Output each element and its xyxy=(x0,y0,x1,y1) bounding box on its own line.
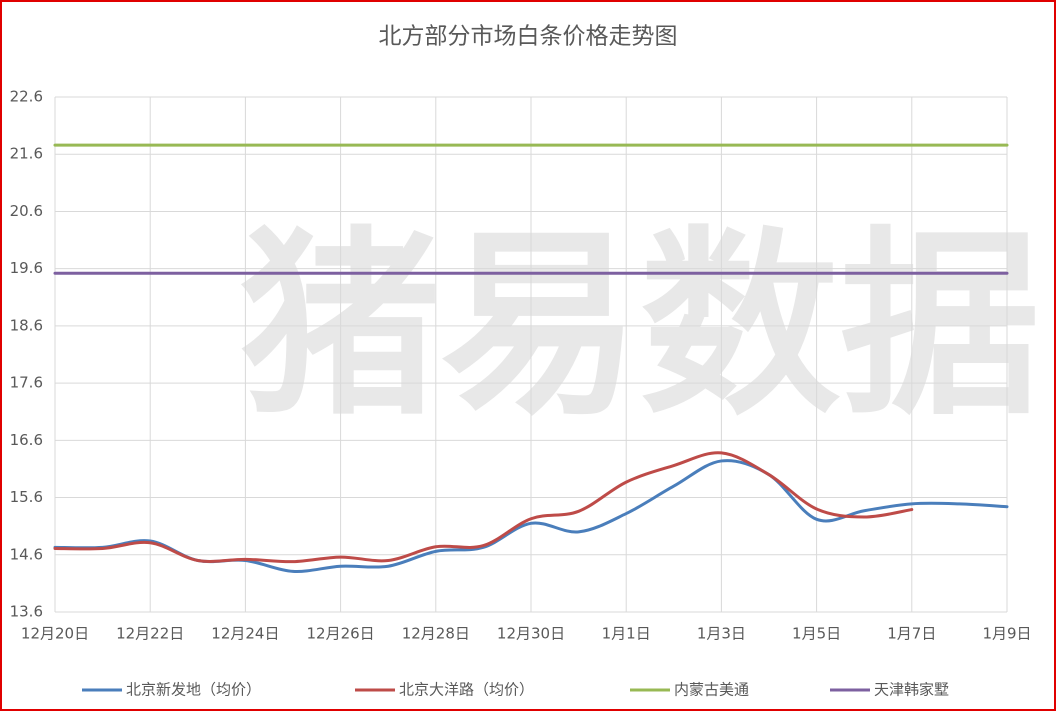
legend-label: 北京新发地（均价） xyxy=(126,681,261,699)
y-tick-label: 18.6 xyxy=(10,316,43,334)
x-tick-label: 1月7日 xyxy=(887,625,936,643)
y-tick-label: 17.6 xyxy=(10,374,43,392)
x-tick-label: 1月3日 xyxy=(697,625,746,643)
x-tick-label: 12月26日 xyxy=(307,625,375,643)
legend-label: 内蒙古美通 xyxy=(674,681,749,699)
y-tick-label: 16.6 xyxy=(10,431,43,449)
y-tick-label: 21.6 xyxy=(10,145,43,163)
legend-label: 北京大洋路（均价） xyxy=(399,681,534,699)
x-tick-label: 1月5日 xyxy=(792,625,841,643)
y-tick-label: 13.6 xyxy=(10,603,43,621)
x-tick-label: 1月9日 xyxy=(982,625,1031,643)
y-tick-label: 14.6 xyxy=(10,545,43,563)
y-tick-label: 22.6 xyxy=(10,88,43,106)
chart-title: 北方部分市场白条价格走势图 xyxy=(379,24,678,50)
legend-label: 天津韩家墅 xyxy=(874,681,949,699)
y-tick-label: 19.6 xyxy=(10,259,43,277)
line-series xyxy=(53,451,914,564)
x-tick-label: 12月22日 xyxy=(116,625,184,643)
x-tick-label: 12月24日 xyxy=(211,625,279,643)
x-tick-label: 12月30日 xyxy=(497,625,565,643)
y-tick-label: 20.6 xyxy=(10,202,43,220)
y-tick-label: 15.6 xyxy=(10,488,43,506)
x-tick-label: 12月20日 xyxy=(21,625,89,643)
x-tick-label: 12月28日 xyxy=(402,625,470,643)
x-tick-label: 1月1日 xyxy=(602,625,651,643)
